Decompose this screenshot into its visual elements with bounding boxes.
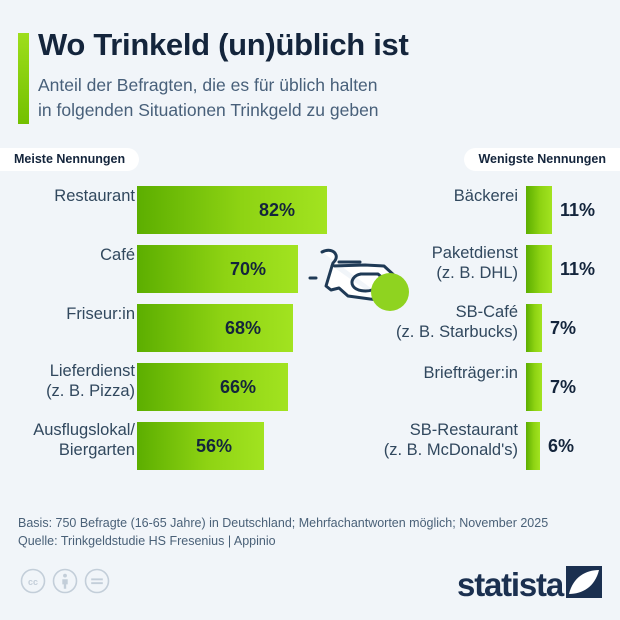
- chart-panel-fewest-mentions: Bäckerei 11% Paketdienst (z. B. DHL) 11%…: [380, 186, 620, 486]
- bar: [137, 304, 293, 352]
- page-title: Wo Trinkeld (un)üblich ist: [38, 27, 409, 62]
- bar: [137, 186, 327, 234]
- bar-label-line1: SB-Café: [455, 303, 518, 321]
- bar-value: 70%: [230, 259, 267, 279]
- bar: [526, 245, 552, 293]
- badge-fewest-mentions: Wenigste Nennungen: [464, 148, 620, 171]
- bar: [526, 422, 540, 470]
- bar-value: 7%: [550, 377, 577, 397]
- chart-row: Café 70%: [0, 245, 340, 293]
- bar-label: Restaurant: [54, 187, 135, 205]
- bar-value: 66%: [220, 377, 257, 397]
- bar-label: Briefträger:in: [423, 364, 518, 382]
- page-subtitle-line2: in folgenden Situationen Trinkgeld zu ge…: [38, 100, 379, 120]
- chart-row: Restaurant 82%: [0, 186, 340, 234]
- bar-label-line2: (z. B. Pizza): [46, 382, 135, 400]
- cc-icon[interactable]: cc: [20, 568, 46, 599]
- chart-row: Ausflugslokal/ Biergarten 56%: [0, 420, 340, 470]
- chart-row: Lieferdienst (z. B. Pizza) 66%: [0, 361, 340, 411]
- cc-by-icon[interactable]: [52, 568, 78, 599]
- chart-row: Friseur:in 68%: [0, 304, 340, 352]
- bar-label-line2: (z. B. Starbucks): [396, 323, 518, 341]
- page-subtitle-line1: Anteil der Befragten, die es für üblich …: [38, 75, 378, 95]
- chart-row: Paketdienst (z. B. DHL) 11%: [380, 243, 620, 293]
- bar-label-line1: Paketdienst: [431, 244, 518, 262]
- bar-label-line2: Biergarten: [58, 441, 135, 459]
- creative-commons-icons: cc: [20, 568, 110, 599]
- statista-logo[interactable]: statista: [457, 564, 602, 605]
- bar-value: 11%: [560, 259, 596, 279]
- bar: [137, 245, 298, 293]
- bar-label-line1: Ausflugslokal/: [33, 421, 135, 439]
- bar: [137, 422, 264, 470]
- bar-label: Ausflugslokal/ Biergarten: [0, 420, 135, 460]
- bar-label-line2: (z. B. DHL): [436, 264, 518, 282]
- chart-row: SB-Restaurant (z. B. McDonald's) 6%: [380, 420, 620, 470]
- chart-row: SB-Café (z. B. Starbucks) 7%: [380, 302, 620, 352]
- bar-value: 7%: [550, 318, 577, 338]
- bar-value: 11%: [560, 200, 596, 220]
- chart-row: Briefträger:in 7%: [380, 363, 620, 411]
- footer-divider: [0, 498, 620, 499]
- accent-bar: [18, 33, 29, 124]
- bar-label: Friseur:in: [66, 305, 135, 323]
- bar: [526, 304, 542, 352]
- bar-value: 82%: [259, 200, 296, 220]
- bar-label: Bäckerei: [453, 187, 518, 205]
- coin-icon: [371, 273, 409, 311]
- hand-holding-coin-illustration: [308, 244, 412, 322]
- bar-label: Lieferdienst (z. B. Pizza): [0, 361, 135, 401]
- bar: [137, 363, 288, 411]
- source-quelle: Quelle: Trinkgeldstudie HS Fresenius | A…: [18, 534, 276, 548]
- bar-label: SB-Restaurant (z. B. McDonald's): [380, 420, 518, 460]
- bar-label-line2: (z. B. McDonald's): [383, 441, 518, 459]
- bar-label: Café: [100, 246, 135, 264]
- chart-row: Bäckerei 11%: [380, 186, 620, 234]
- bar: [526, 363, 542, 411]
- bar-label: Paketdienst (z. B. DHL): [380, 243, 518, 283]
- bar-label-line1: Lieferdienst: [49, 362, 135, 380]
- svg-text:cc: cc: [28, 577, 38, 587]
- bar: [526, 186, 552, 234]
- bottom-bar: cc statista: [0, 558, 620, 620]
- header: Wo Trinkeld (un)üblich ist Anteil der Be…: [0, 26, 620, 136]
- statista-mark-icon: [566, 564, 602, 605]
- statista-wordmark: statista: [457, 565, 564, 603]
- bar-value: 6%: [548, 436, 575, 456]
- bar-value: 56%: [196, 436, 233, 456]
- chart-panel-most-mentions: Restaurant 82% Café 70% Friseur:in 68% L…: [0, 186, 340, 486]
- bar-label: SB-Café (z. B. Starbucks): [380, 302, 518, 342]
- source-basis: Basis: 750 Befragte (16-65 Jahre) in Deu…: [18, 516, 549, 530]
- bar-label-line1: SB-Restaurant: [409, 421, 518, 439]
- bar-value: 68%: [225, 318, 262, 338]
- badge-most-mentions: Meiste Nennungen: [0, 148, 140, 171]
- cc-nd-icon[interactable]: [84, 568, 110, 599]
